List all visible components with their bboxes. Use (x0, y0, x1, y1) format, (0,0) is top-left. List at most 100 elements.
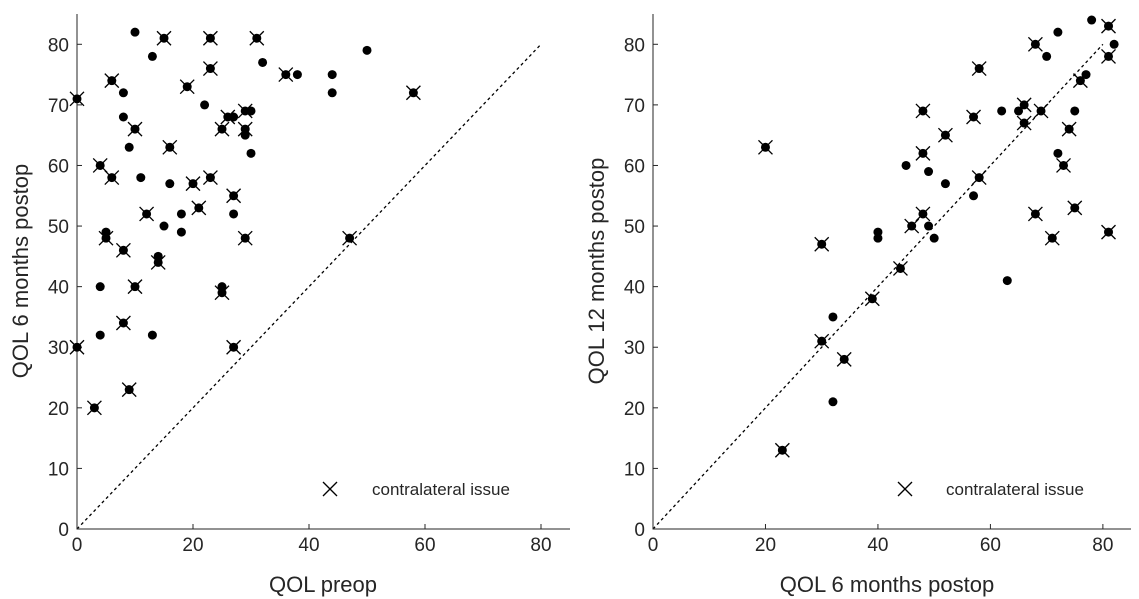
data-point-contralateral (1016, 97, 1032, 113)
data-point (1087, 15, 1097, 25)
right-x-ticks: 0 20 40 60 80 (648, 524, 1113, 556)
data-point-contralateral (214, 285, 230, 301)
data-point (828, 397, 838, 407)
data-point-contralateral (774, 442, 790, 458)
data-point (828, 312, 838, 322)
y-tick-label: 20 (624, 399, 645, 420)
data-point (130, 27, 140, 37)
data-point (997, 106, 1007, 116)
data-point-contralateral (937, 127, 953, 143)
left-x-ticks: 0 20 40 60 80 (72, 524, 552, 556)
data-point-contralateral (1072, 73, 1088, 89)
data-point (929, 233, 939, 243)
data-point-contralateral (92, 158, 108, 173)
left-panel: 0 20 40 60 80 0 10 20 30 40 50 60 70 80 QOL preop QO… (8, 14, 570, 597)
data-point-contralateral (1061, 121, 1077, 137)
data-point (1053, 148, 1063, 158)
data-point (147, 51, 157, 61)
data-point-contralateral (127, 121, 143, 137)
data-point (136, 173, 146, 183)
data-point-contralateral (1101, 224, 1116, 240)
data-point (246, 148, 256, 158)
data-point (147, 330, 157, 340)
data-point-contralateral (864, 291, 880, 307)
data-point-contralateral (185, 176, 201, 192)
x-tick-label: 60 (414, 535, 435, 556)
y-tick-label: 10 (48, 459, 69, 480)
data-point-contralateral (1027, 36, 1043, 52)
data-point (165, 179, 175, 189)
data-point-contralateral (121, 382, 137, 398)
data-point (159, 221, 169, 231)
data-point-contralateral (278, 67, 294, 83)
left-legend-x-marker (322, 481, 338, 497)
data-point-contralateral (814, 236, 830, 252)
right-x-axis-label: QOL 6 months postop (780, 572, 994, 597)
y-tick-label: 0 (634, 520, 645, 541)
data-point-contralateral (179, 79, 195, 95)
data-point (1002, 276, 1012, 286)
data-point (229, 209, 239, 219)
left-legend: contralateral issue (322, 480, 510, 499)
y-tick-label: 60 (624, 156, 645, 177)
left-x-axis-label: QOL preop (269, 572, 377, 597)
x-tick-label: 20 (755, 535, 776, 556)
data-point-contralateral (237, 103, 253, 119)
data-point-contralateral (1044, 230, 1060, 246)
left-y-axis-label: QOL 6 months postop (8, 164, 33, 378)
left-legend-label: contralateral issue (372, 480, 510, 499)
data-point (327, 70, 337, 80)
data-point-contralateral (904, 218, 920, 234)
x-tick-label: 60 (980, 535, 1001, 556)
y-tick-label: 60 (48, 156, 69, 177)
x-tick-label: 0 (648, 535, 659, 556)
x-tick-label: 20 (182, 535, 203, 556)
data-point-contralateral (214, 121, 230, 137)
data-point-contralateral (150, 254, 166, 270)
data-point-contralateral (69, 91, 85, 107)
x-tick-label: 0 (72, 535, 83, 556)
data-point-contralateral (915, 103, 931, 119)
left-reference-line (76, 43, 542, 530)
y-tick-label: 20 (48, 399, 69, 420)
data-point-contralateral (1016, 115, 1032, 131)
data-point (1042, 51, 1052, 61)
data-point (924, 167, 934, 177)
x-tick-label: 80 (530, 535, 551, 556)
data-point-contralateral (966, 109, 982, 125)
data-point-contralateral (156, 30, 172, 46)
y-tick-label: 0 (58, 520, 69, 541)
data-point (200, 100, 210, 110)
data-point-contralateral (226, 188, 242, 204)
y-tick-label: 40 (624, 278, 645, 299)
data-point (969, 191, 979, 201)
y-tick-label: 30 (624, 338, 645, 359)
data-point-contralateral (814, 333, 830, 349)
x-tick-label: 80 (1092, 535, 1113, 556)
data-point-contralateral (1101, 48, 1116, 64)
data-point-contralateral (1067, 200, 1083, 216)
data-point (1053, 27, 1063, 37)
data-point-contralateral (202, 61, 218, 76)
data-point-contralateral (915, 206, 931, 222)
data-point-contralateral (220, 109, 236, 125)
right-y-ticks: 0 10 20 30 40 50 60 70 80 (624, 35, 658, 541)
data-point-contralateral (115, 315, 131, 331)
data-point-contralateral (405, 85, 421, 101)
data-point-contralateral (892, 261, 908, 276)
data-point-contralateral (237, 121, 253, 137)
data-point-contralateral (1027, 206, 1043, 222)
data-point-contralateral (191, 200, 207, 216)
data-point (258, 57, 268, 67)
data-point-contralateral (86, 400, 102, 416)
data-point-contralateral (249, 30, 265, 46)
right-points (758, 15, 1119, 458)
data-point (940, 179, 950, 189)
x-tick-label: 40 (867, 535, 888, 556)
y-tick-label: 80 (48, 35, 69, 56)
right-panel: 0 20 40 60 80 0 10 20 30 40 50 60 70 80 QOL 6 months… (584, 14, 1131, 597)
data-point-contralateral (69, 339, 85, 355)
data-point-contralateral (1056, 158, 1071, 173)
y-tick-label: 80 (624, 35, 645, 56)
